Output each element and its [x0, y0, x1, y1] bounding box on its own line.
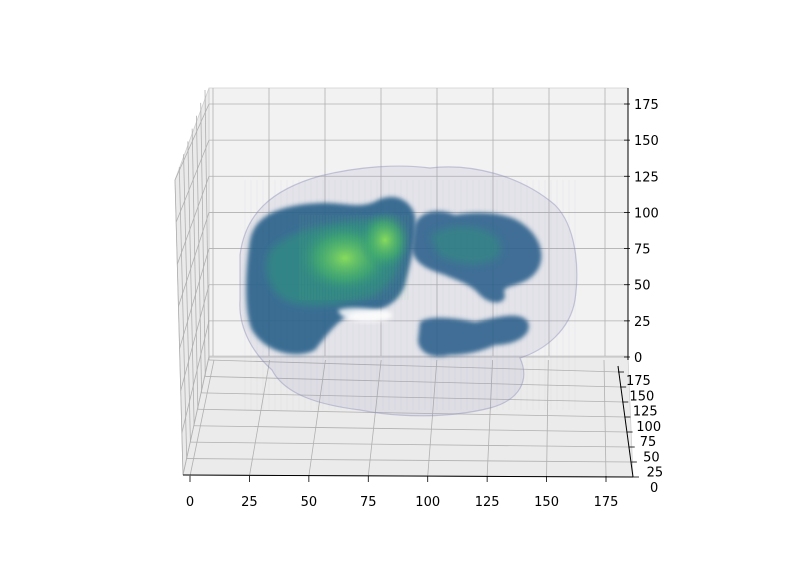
- x-tick-label: 50: [301, 495, 318, 510]
- volume-bright-core-2: [359, 210, 411, 270]
- z-tick-label: 25: [634, 315, 651, 330]
- z-tick-label: 50: [634, 279, 651, 294]
- grid-y-floor: [201, 392, 624, 403]
- x-tick-label: 175: [594, 495, 619, 510]
- tick-labels: 0 25 50 75 100 125 150 175025507510012515017502…: [186, 98, 663, 510]
- grid-y-side: [200, 102, 206, 377]
- volume-cavity: [338, 307, 393, 322]
- grid-y-floor: [186, 458, 632, 463]
- grid-x-floor: [249, 359, 271, 477]
- x-axis-line: [182, 474, 634, 478]
- volume-mid-right: [430, 225, 502, 265]
- grid-y-side: [196, 115, 202, 393]
- grid-z-side: [179, 248, 210, 349]
- grid-z-side: [174, 103, 210, 181]
- grid-y-floor: [197, 408, 626, 418]
- grid-x-floor: [603, 359, 607, 477]
- y-tick-label: 25: [647, 466, 664, 481]
- grid-z-side: [176, 176, 210, 265]
- z-tick-label: 100: [634, 206, 659, 221]
- y-tick-label: 75: [640, 435, 657, 450]
- grid-y-floor: [190, 441, 630, 448]
- grid-y-side: [187, 141, 195, 426]
- y-tick-label: 175: [626, 374, 651, 389]
- y-tick-label: 125: [633, 405, 658, 420]
- grid-x-floor: [427, 359, 438, 477]
- y-tick-label: 0: [650, 481, 658, 496]
- z-tick-label: 150: [634, 134, 659, 149]
- x-tick-label: 150: [534, 495, 559, 510]
- x-tick-label: 75: [360, 495, 377, 510]
- axis-lines: [182, 88, 639, 482]
- grid-x-floor: [486, 359, 493, 477]
- y-tick-label: 100: [636, 420, 661, 435]
- grid-y-side: [204, 89, 210, 361]
- volume-lower-lobe: [418, 315, 529, 357]
- z-tick-label: 75: [634, 243, 651, 258]
- grid-y-floor: [194, 425, 628, 433]
- x-tick-label: 25: [241, 495, 258, 510]
- z-tick-label: 125: [634, 170, 659, 185]
- y-tick-label: 150: [629, 389, 654, 404]
- y-axis-line: [617, 365, 634, 478]
- x-tick-label: 0: [186, 495, 194, 510]
- volume-render: [239, 165, 578, 417]
- grid-z-side: [182, 356, 210, 476]
- x-tick-label: 125: [475, 495, 500, 510]
- grid-x-floor: [189, 359, 215, 477]
- z-tick-label: 0: [634, 351, 642, 366]
- grid-y-side: [174, 179, 184, 476]
- grid-z-side: [175, 139, 210, 223]
- grid-y-side: [178, 167, 188, 459]
- grid-x-floor: [546, 359, 549, 477]
- x-tick-label: 100: [415, 495, 440, 510]
- grid-y-side: [183, 154, 191, 443]
- grid-y-floor: [208, 359, 621, 373]
- y-tick-label: 50: [643, 450, 660, 465]
- grid-y-floor: [205, 376, 622, 388]
- z-tick-label: 175: [634, 98, 659, 113]
- grid-y-side: [191, 128, 199, 410]
- grid-x-floor: [367, 359, 382, 477]
- grid-z-side: [178, 212, 210, 307]
